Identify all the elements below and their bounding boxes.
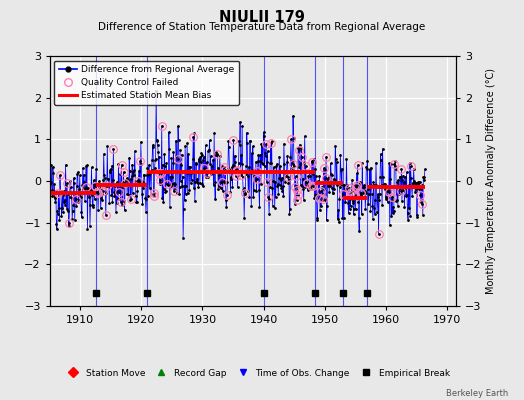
Text: NIULII 179: NIULII 179 bbox=[219, 10, 305, 25]
Text: Berkeley Earth: Berkeley Earth bbox=[446, 389, 508, 398]
Legend: Difference from Regional Average, Quality Control Failed, Estimated Station Mean: Difference from Regional Average, Qualit… bbox=[54, 60, 239, 105]
Legend: Station Move, Record Gap, Time of Obs. Change, Empirical Break: Station Move, Record Gap, Time of Obs. C… bbox=[61, 366, 452, 380]
Text: Difference of Station Temperature Data from Regional Average: Difference of Station Temperature Data f… bbox=[99, 22, 425, 32]
Y-axis label: Monthly Temperature Anomaly Difference (°C): Monthly Temperature Anomaly Difference (… bbox=[486, 68, 496, 294]
